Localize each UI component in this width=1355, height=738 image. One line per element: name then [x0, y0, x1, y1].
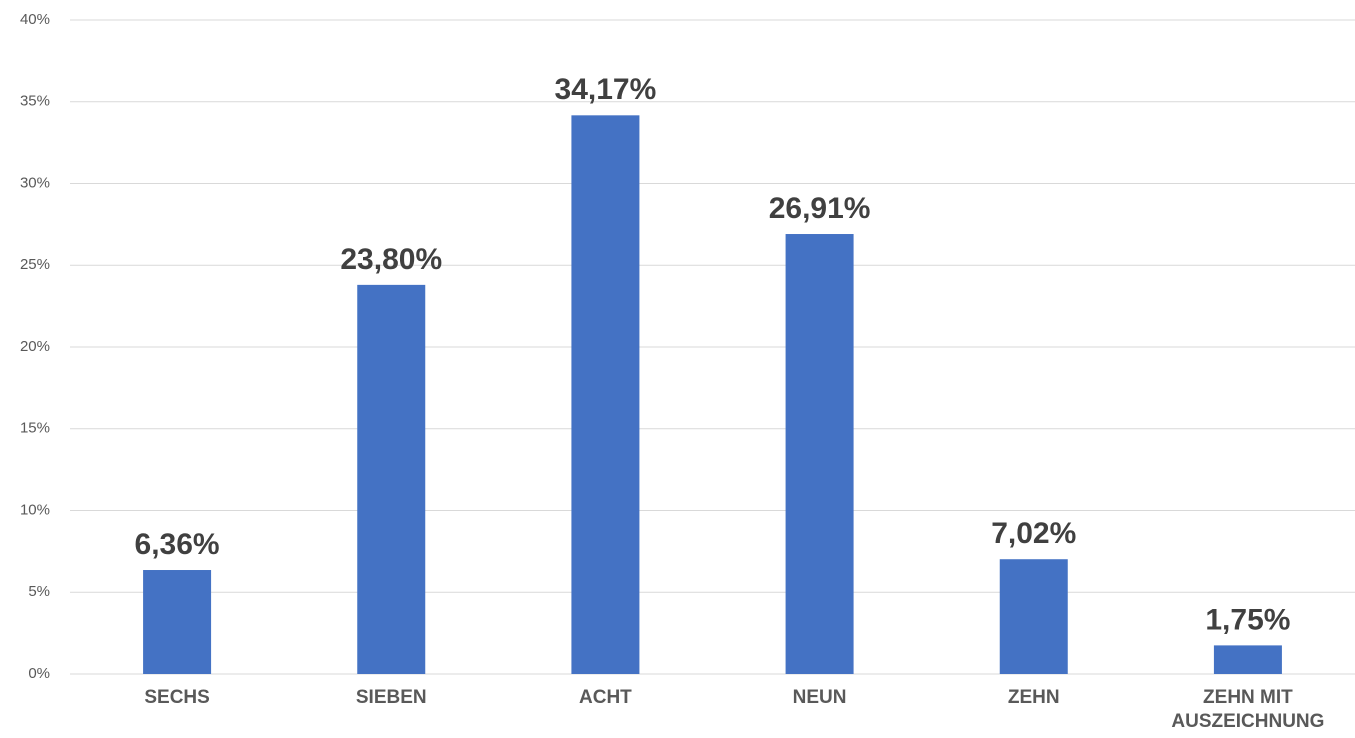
value-label: 34,17%	[555, 73, 657, 106]
value-label: 6,36%	[135, 528, 220, 561]
value-label: 23,80%	[340, 243, 442, 276]
value-label: 7,02%	[991, 517, 1076, 550]
x-tick-label: SECHS	[144, 687, 210, 708]
value-label: 26,91%	[769, 192, 871, 225]
y-tick-label: 10%	[20, 501, 50, 518]
y-tick-label: 25%	[20, 256, 50, 273]
y-tick-label: 20%	[20, 338, 50, 355]
bar	[999, 559, 1068, 674]
bar	[143, 570, 212, 674]
x-tick-label: ZEHN MIT AUSZEICHNUNG	[1171, 687, 1325, 732]
bar	[571, 115, 640, 675]
x-tick-label: ZEHN	[1007, 687, 1060, 708]
y-tick-label: 5%	[28, 583, 50, 600]
y-tick-label: 15%	[20, 420, 50, 437]
x-tick-label: NEUN	[792, 687, 847, 708]
y-tick-label: 30%	[20, 174, 50, 191]
y-tick-label: 35%	[20, 93, 50, 110]
value-label: 1,75%	[1205, 603, 1290, 636]
x-tick-label: SIEBEN	[355, 687, 427, 708]
bar	[1213, 645, 1282, 674]
y-tick-label: 0%	[28, 665, 50, 682]
bar	[785, 234, 854, 675]
y-tick-label: 40%	[20, 11, 50, 28]
bar	[357, 284, 426, 674]
x-tick-label: ACHT	[579, 687, 632, 708]
